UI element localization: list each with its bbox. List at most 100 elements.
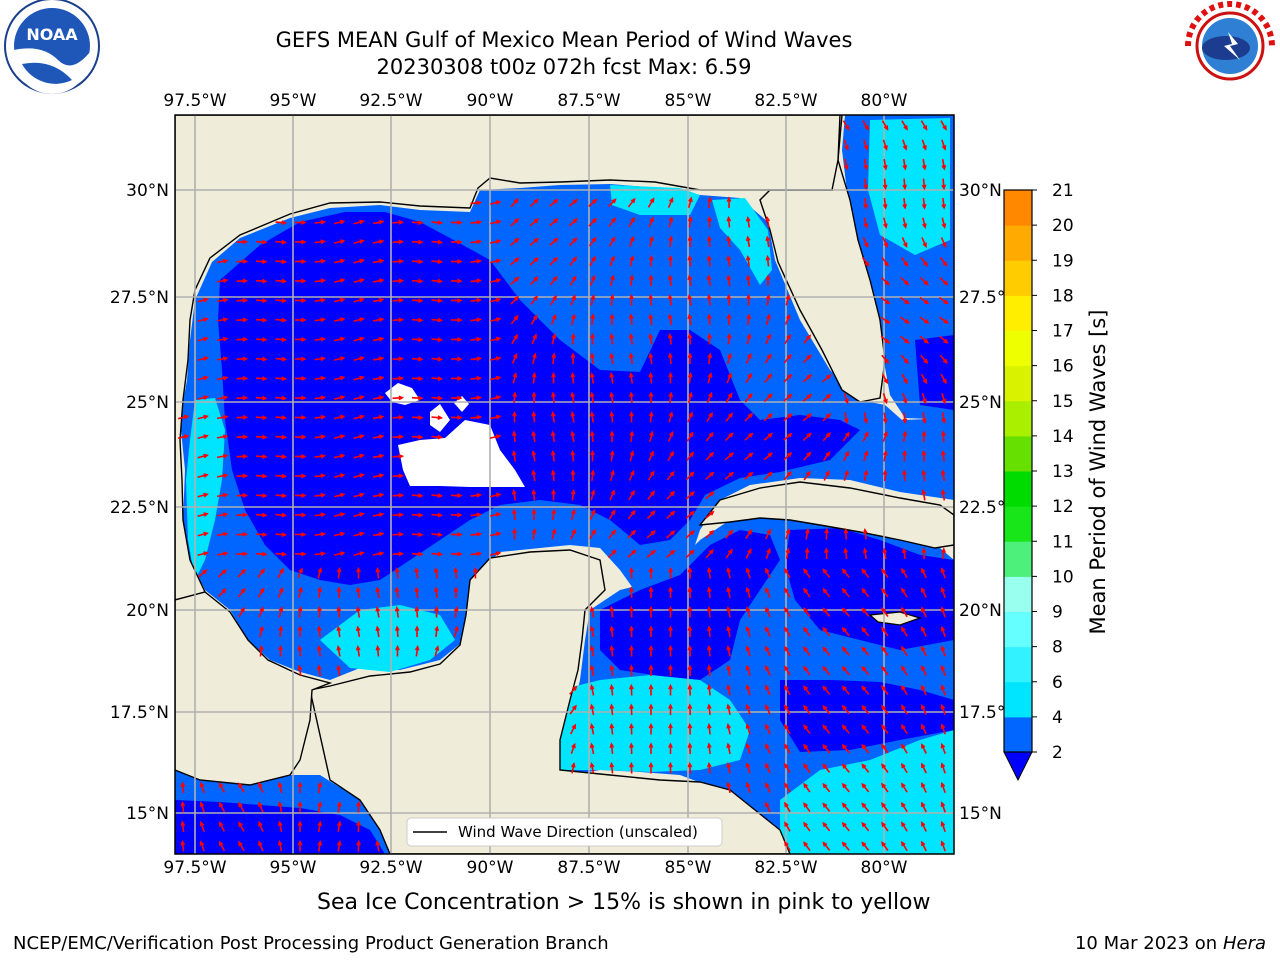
wind-arrow xyxy=(765,274,771,287)
wind-arrow xyxy=(881,665,889,676)
wind-arrow xyxy=(198,569,208,578)
wind-arrow xyxy=(746,313,752,326)
wind-arrow xyxy=(940,469,946,482)
wind-arrow xyxy=(297,644,303,657)
wind-arrow xyxy=(197,395,209,401)
wind-arrow xyxy=(333,395,346,400)
wind-arrow xyxy=(882,412,888,425)
wind-arrow xyxy=(668,371,673,384)
wind-arrow xyxy=(705,510,715,519)
wind-arrow xyxy=(629,410,634,423)
wind-arrow xyxy=(333,531,346,537)
wind-arrow xyxy=(863,469,869,482)
wind-arrow xyxy=(353,492,365,498)
wind-arrow xyxy=(705,451,715,461)
wind-arrow xyxy=(744,471,754,480)
wind-arrow xyxy=(236,259,249,264)
wind-arrow xyxy=(880,276,890,286)
wind-arrow xyxy=(489,395,502,400)
wind-arrow xyxy=(705,471,715,480)
wind-arrow xyxy=(255,473,268,479)
wind-arrow xyxy=(706,722,712,735)
wind-arrow xyxy=(685,530,696,539)
wind-arrow xyxy=(431,337,444,343)
wind-arrow xyxy=(726,313,732,326)
wind-arrow xyxy=(453,566,459,579)
wind-arrow xyxy=(803,763,811,774)
wind-arrow xyxy=(841,568,850,578)
wind-arrow xyxy=(687,352,693,365)
wind-arrow xyxy=(648,352,654,365)
wind-arrow xyxy=(921,392,927,405)
wind-arrow xyxy=(902,197,908,210)
wind-arrow xyxy=(529,218,540,227)
wind-arrow xyxy=(275,220,288,226)
wind-arrow xyxy=(375,840,381,852)
wind-arrow xyxy=(881,568,889,579)
wind-arrow xyxy=(392,239,405,245)
wind-arrow xyxy=(570,391,576,404)
wind-arrow xyxy=(843,139,849,151)
wind-arrow xyxy=(450,317,463,323)
wind-arrow xyxy=(941,139,947,151)
wind-arrow xyxy=(216,336,229,342)
wind-arrow xyxy=(569,275,577,286)
wind-arrow xyxy=(668,235,674,248)
wind-arrow xyxy=(668,625,673,638)
colorbar-tick-label: 18 xyxy=(1052,286,1074,306)
wind-arrow xyxy=(901,237,908,249)
lat-label-left: 15°N xyxy=(126,804,169,824)
wind-arrow xyxy=(629,683,634,696)
wind-arrow xyxy=(530,295,539,305)
wind-arrow xyxy=(372,492,385,498)
wind-arrow xyxy=(881,821,889,832)
wind-arrow xyxy=(431,532,444,538)
wind-arrow xyxy=(333,258,346,264)
wind-arrow xyxy=(414,625,420,638)
wind-arrow xyxy=(882,547,888,560)
wind-arrow xyxy=(803,821,811,832)
wind-arrow xyxy=(216,434,229,440)
wind-arrow xyxy=(726,352,732,365)
wind-arrow xyxy=(431,298,444,304)
wind-arrow xyxy=(353,473,365,479)
wind-arrow xyxy=(294,220,307,225)
colorbar-tick-label: 13 xyxy=(1052,462,1074,482)
wind-arrow xyxy=(783,471,792,481)
lat-label-left: 27.5°N xyxy=(110,288,169,308)
wind-arrow xyxy=(197,531,209,537)
gulf-deep-period xyxy=(218,212,860,585)
wind-arrow xyxy=(940,645,946,657)
wind-arrow xyxy=(901,665,908,676)
wind-arrow xyxy=(940,820,946,832)
wind-arrow xyxy=(297,605,303,618)
wind-arrow xyxy=(824,527,829,540)
wind-arrow xyxy=(392,298,405,303)
wind-arrow xyxy=(433,566,439,579)
wind-arrow xyxy=(668,605,673,618)
wind-arrow xyxy=(706,235,712,248)
wind-arrow xyxy=(841,802,850,812)
wind-arrow xyxy=(784,587,791,598)
wind-arrow xyxy=(297,820,303,833)
wind-arrow xyxy=(511,430,517,443)
wind-arrow xyxy=(372,453,385,459)
wind-arrow xyxy=(628,352,634,365)
wind-arrow xyxy=(372,297,385,303)
wind-arrow xyxy=(921,645,927,657)
wind-arrow xyxy=(607,549,617,559)
wind-arrow xyxy=(726,684,731,696)
wind-arrow xyxy=(629,703,634,716)
wind-arrow xyxy=(803,607,811,618)
colorbar: 2 4 6 8 9 10 11 12 13 14 15 16 17 18 19 20 21 xyxy=(1003,181,1074,782)
wind-arrow xyxy=(765,703,771,715)
wind-arrow xyxy=(470,375,483,381)
colorbar-tick-label: 20 xyxy=(1052,216,1074,236)
wind-arrow xyxy=(882,392,888,405)
wind-arrow xyxy=(609,332,615,345)
wind-arrow xyxy=(627,549,637,558)
wind-arrow xyxy=(726,625,731,638)
wind-arrow xyxy=(470,336,483,342)
wind-arrow xyxy=(666,530,676,539)
wind-arrow xyxy=(316,644,322,657)
